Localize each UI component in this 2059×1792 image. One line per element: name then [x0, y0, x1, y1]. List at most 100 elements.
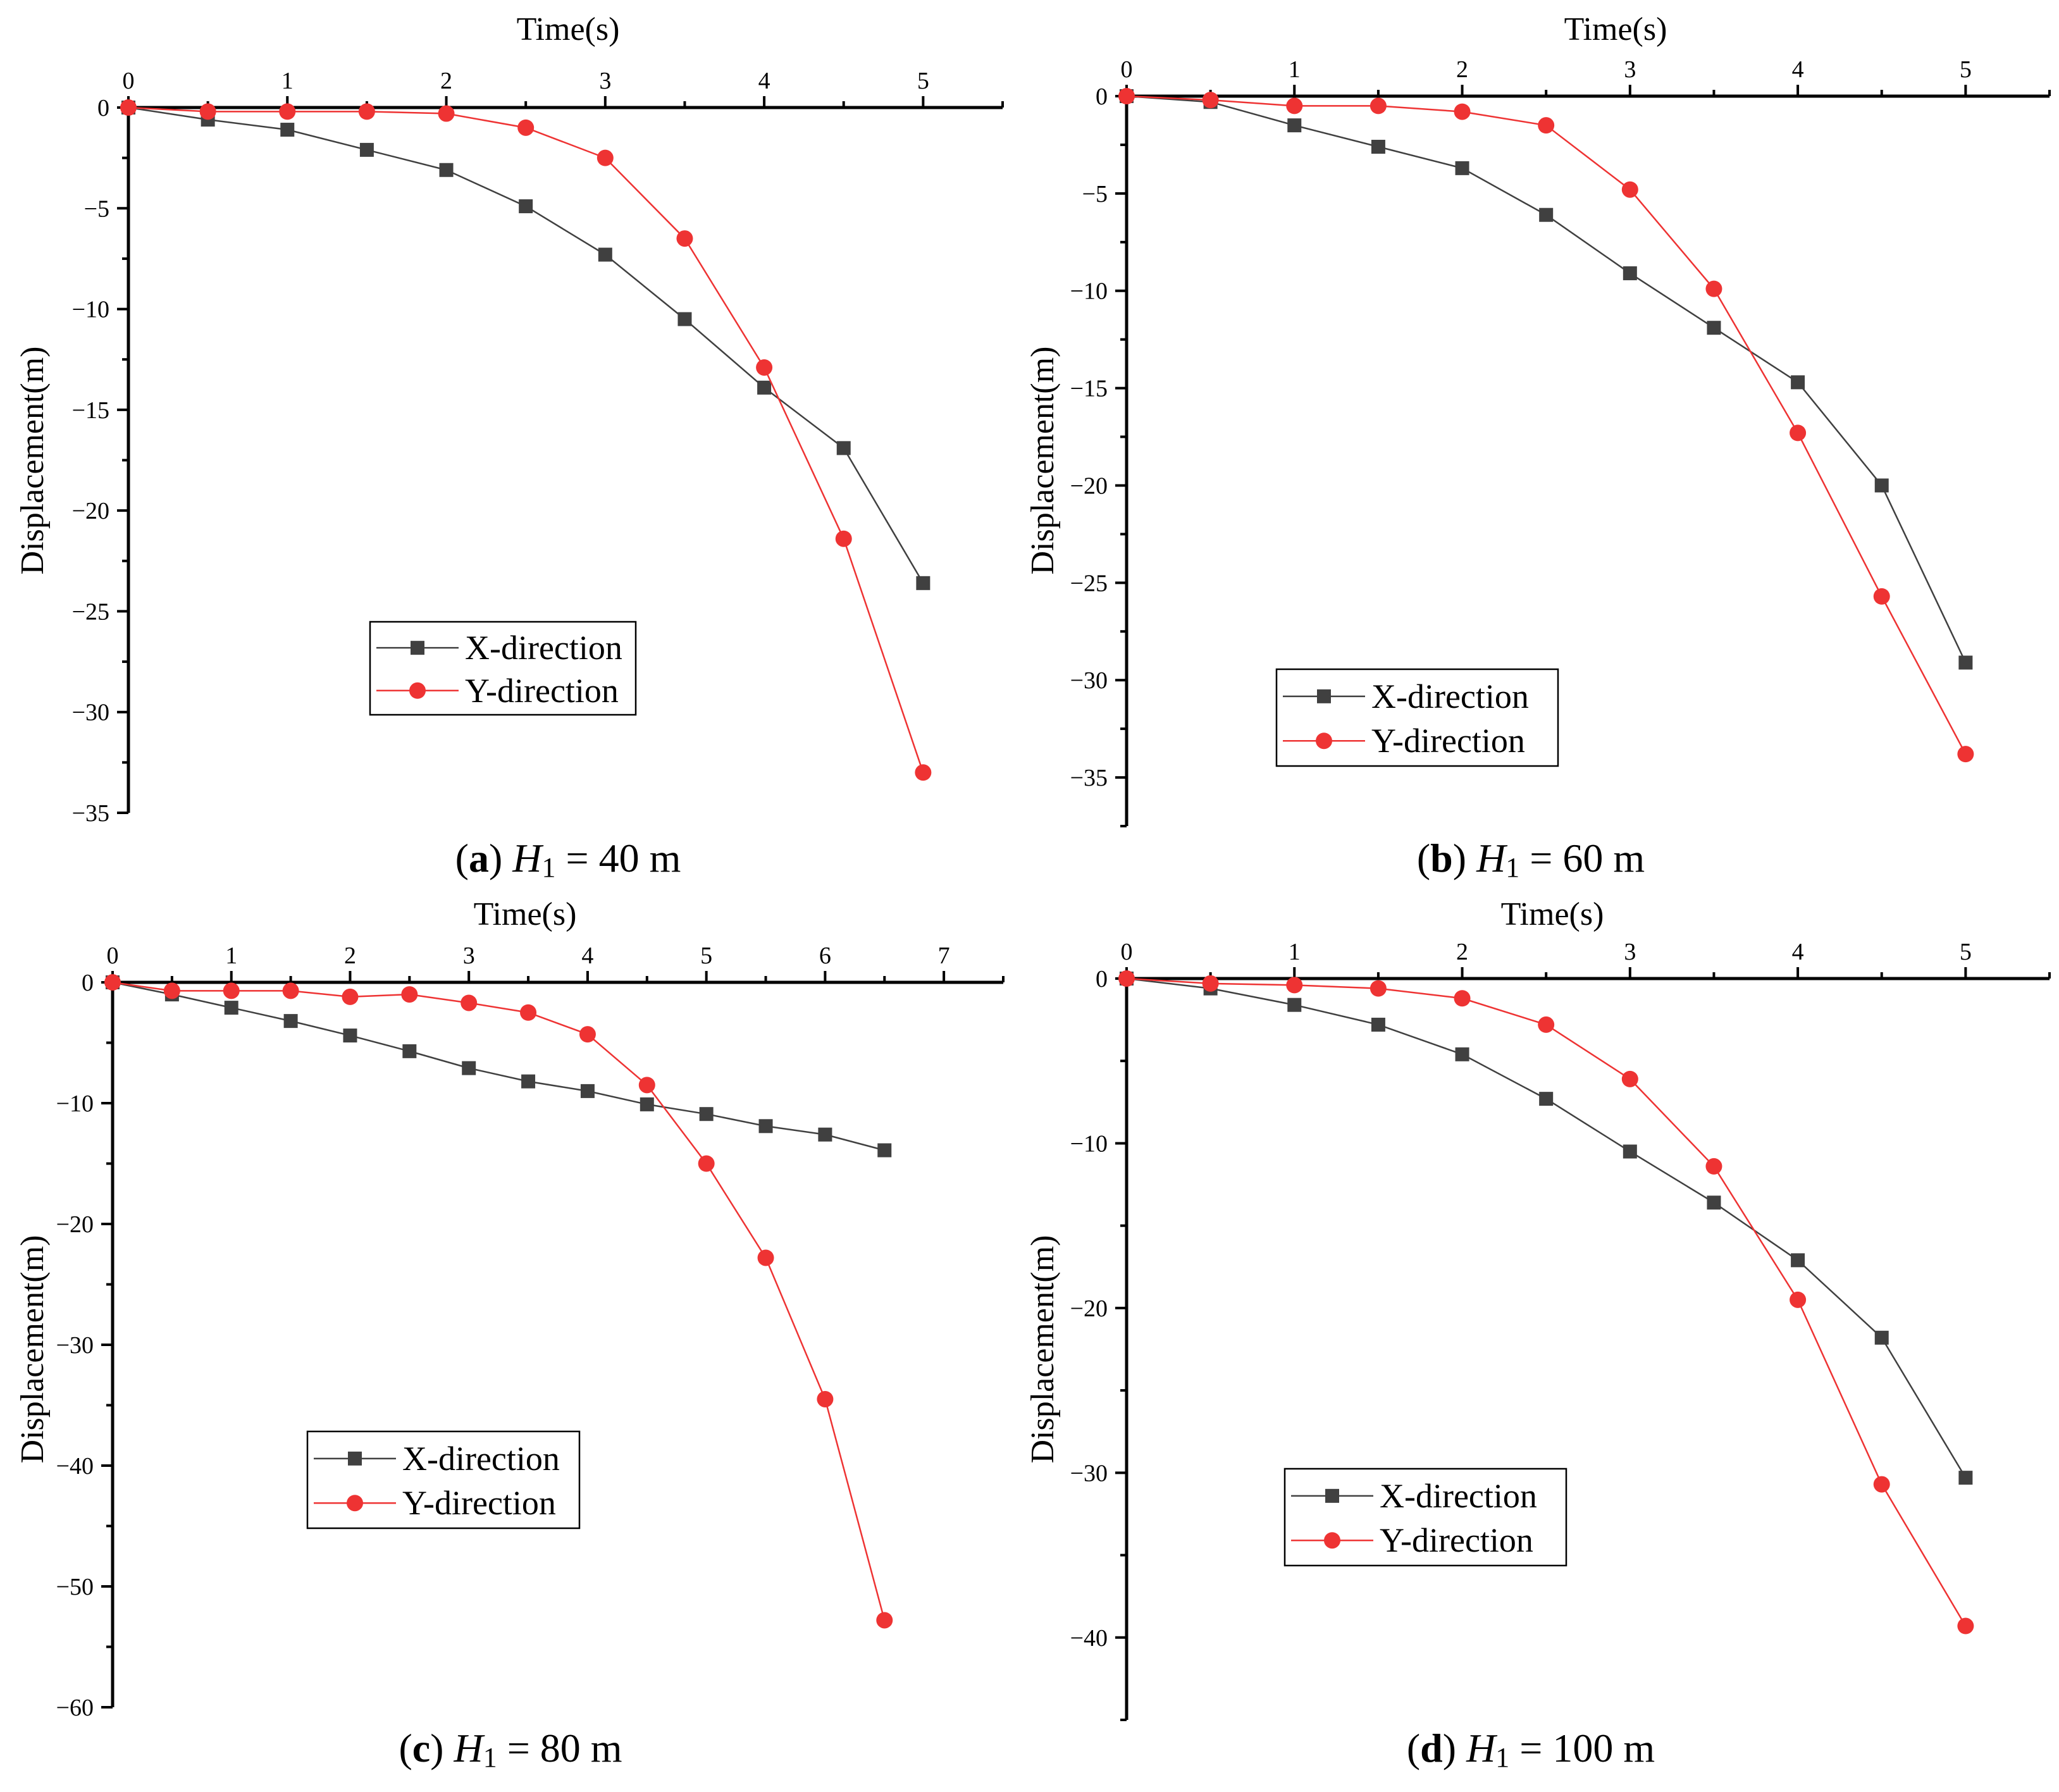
y-tick-label: −20	[56, 1211, 94, 1238]
data-point-x-direction	[1287, 998, 1302, 1012]
y-axis-title: Displacement(m)	[15, 347, 51, 575]
data-point-x-direction	[580, 1084, 595, 1098]
x-axis-title: Time(s)	[517, 11, 620, 47]
data-point-x-direction	[1958, 1471, 1973, 1485]
chart-panel-d: 0 1 2 3 4 5 0 −10 −20 −30 −40 Time(s) Displacement(m…	[1025, 896, 2051, 1773]
data-point-y-direction	[1454, 103, 1471, 120]
y-tick-label: 0	[82, 970, 94, 996]
x-tick-label: 0	[107, 942, 119, 969]
data-point-y-direction	[1705, 1158, 1722, 1175]
y-tick-label: 0	[97, 95, 109, 121]
x-tick-label: 3	[463, 942, 475, 969]
legend-box	[1275, 668, 1559, 767]
data-point-y-direction	[401, 986, 418, 1003]
y-tick-label: −30	[72, 700, 109, 726]
data-point-x-direction	[758, 1119, 773, 1134]
data-point-x-direction	[402, 1044, 417, 1058]
data-point-y-direction	[876, 1612, 893, 1629]
data-point-y-direction	[638, 1077, 655, 1094]
data-point-x-direction	[1958, 655, 1973, 670]
data-point-x-direction	[283, 1014, 298, 1029]
data-point-x-direction	[1287, 118, 1302, 133]
y-axis-title: Displacement(m)	[1025, 1235, 1061, 1464]
x-tick-label: 1	[1289, 939, 1301, 965]
legend: X-direction Y-direction	[306, 1430, 581, 1529]
x-tick-label: 2	[1456, 56, 1468, 83]
data-point-y-direction	[282, 982, 299, 999]
data-point-y-direction	[676, 230, 693, 247]
x-tick-label: 2	[1456, 939, 1468, 965]
y-tick-label: −30	[1070, 1460, 1108, 1486]
data-point-y-direction	[1957, 1617, 1974, 1634]
data-point-y-direction	[1202, 975, 1219, 992]
x-axis-title: Time(s)	[474, 896, 577, 932]
data-point-x-direction	[1874, 478, 1889, 493]
x-tick-label: 2	[440, 68, 452, 94]
panel-caption: (a) H1 = 40 m	[455, 836, 681, 883]
data-point-y-direction	[358, 103, 375, 120]
legend-marker-x-direction	[411, 641, 424, 655]
series-line-x-direction	[1126, 977, 1967, 1478]
data-point-x-direction	[916, 576, 931, 590]
y-tick-label: −25	[1070, 570, 1108, 596]
data-point-y-direction	[104, 974, 121, 991]
x-tick-label: 5	[1960, 939, 1972, 965]
data-point-y-direction	[1202, 92, 1219, 109]
data-point-x-direction	[519, 199, 533, 214]
y-tick-label: −15	[72, 397, 109, 424]
y-tick-label: 0	[1096, 83, 1108, 110]
y-tick-label: −40	[1070, 1625, 1108, 1652]
data-point-y-direction	[1370, 980, 1387, 997]
data-point-y-direction	[120, 99, 137, 116]
legend-marker-x-direction	[1317, 689, 1331, 703]
data-point-x-direction	[521, 1074, 536, 1089]
y-tick-label: −10	[1070, 278, 1108, 305]
data-point-y-direction	[1118, 970, 1135, 987]
data-point-x-direction	[224, 1001, 238, 1015]
data-point-x-direction	[343, 1029, 357, 1043]
y-tick-label: 0	[1096, 966, 1108, 992]
y-tick-label: −30	[56, 1332, 94, 1359]
y-tick-label: −35	[72, 800, 109, 827]
data-point-y-direction	[1873, 1476, 1890, 1493]
legend-label: X-direction	[402, 1440, 560, 1478]
y-tick-label: −5	[1082, 181, 1108, 207]
data-point-y-direction	[517, 119, 535, 136]
x-tick-label: 0	[123, 68, 135, 94]
x-tick-label: 0	[1121, 939, 1133, 965]
data-point-y-direction	[1454, 990, 1471, 1007]
data-point-x-direction	[877, 1143, 892, 1158]
data-point-y-direction	[1873, 588, 1890, 605]
legend-marker-y-direction	[409, 682, 426, 699]
data-point-x-direction	[1539, 207, 1554, 222]
data-point-y-direction	[199, 103, 216, 120]
y-tick-label: −10	[1070, 1130, 1108, 1157]
x-tick-label: 3	[1624, 939, 1636, 965]
data-point-x-direction	[1371, 140, 1385, 154]
legend-label: Y-direction	[465, 672, 619, 710]
data-point-x-direction	[598, 247, 612, 262]
x-tick-label: 5	[700, 942, 712, 969]
y-axis-title: Displacement(m)	[1025, 347, 1061, 575]
legend: X-direction Y-direction	[369, 621, 637, 716]
data-point-x-direction	[640, 1097, 654, 1111]
legend-marker-y-direction	[1316, 732, 1332, 750]
y-tick-label: −10	[56, 1091, 94, 1117]
data-point-y-direction	[1538, 1016, 1555, 1033]
x-tick-label: 1	[281, 68, 294, 94]
x-tick-label: 1	[225, 942, 237, 969]
x-axis-title: Time(s)	[1501, 896, 1604, 932]
series-line-x-direction	[1126, 95, 1967, 664]
chart-panel-c: 0 1 2 3 4 5 6 7 0 −10 −20 −30 −40 −50 −60 Time(s) Displa…	[15, 896, 1005, 1773]
data-point-y-direction	[1790, 1291, 1807, 1308]
data-point-x-direction	[1791, 1253, 1805, 1268]
data-point-y-direction	[1286, 977, 1303, 994]
y-tick-label: −30	[1070, 667, 1108, 694]
data-point-y-direction	[438, 105, 455, 122]
x-tick-label: 4	[581, 942, 593, 969]
data-point-y-direction	[1621, 181, 1638, 198]
x-tick-label: 7	[938, 942, 950, 969]
data-point-x-direction	[757, 380, 772, 395]
legend-label: X-direction	[465, 629, 622, 667]
